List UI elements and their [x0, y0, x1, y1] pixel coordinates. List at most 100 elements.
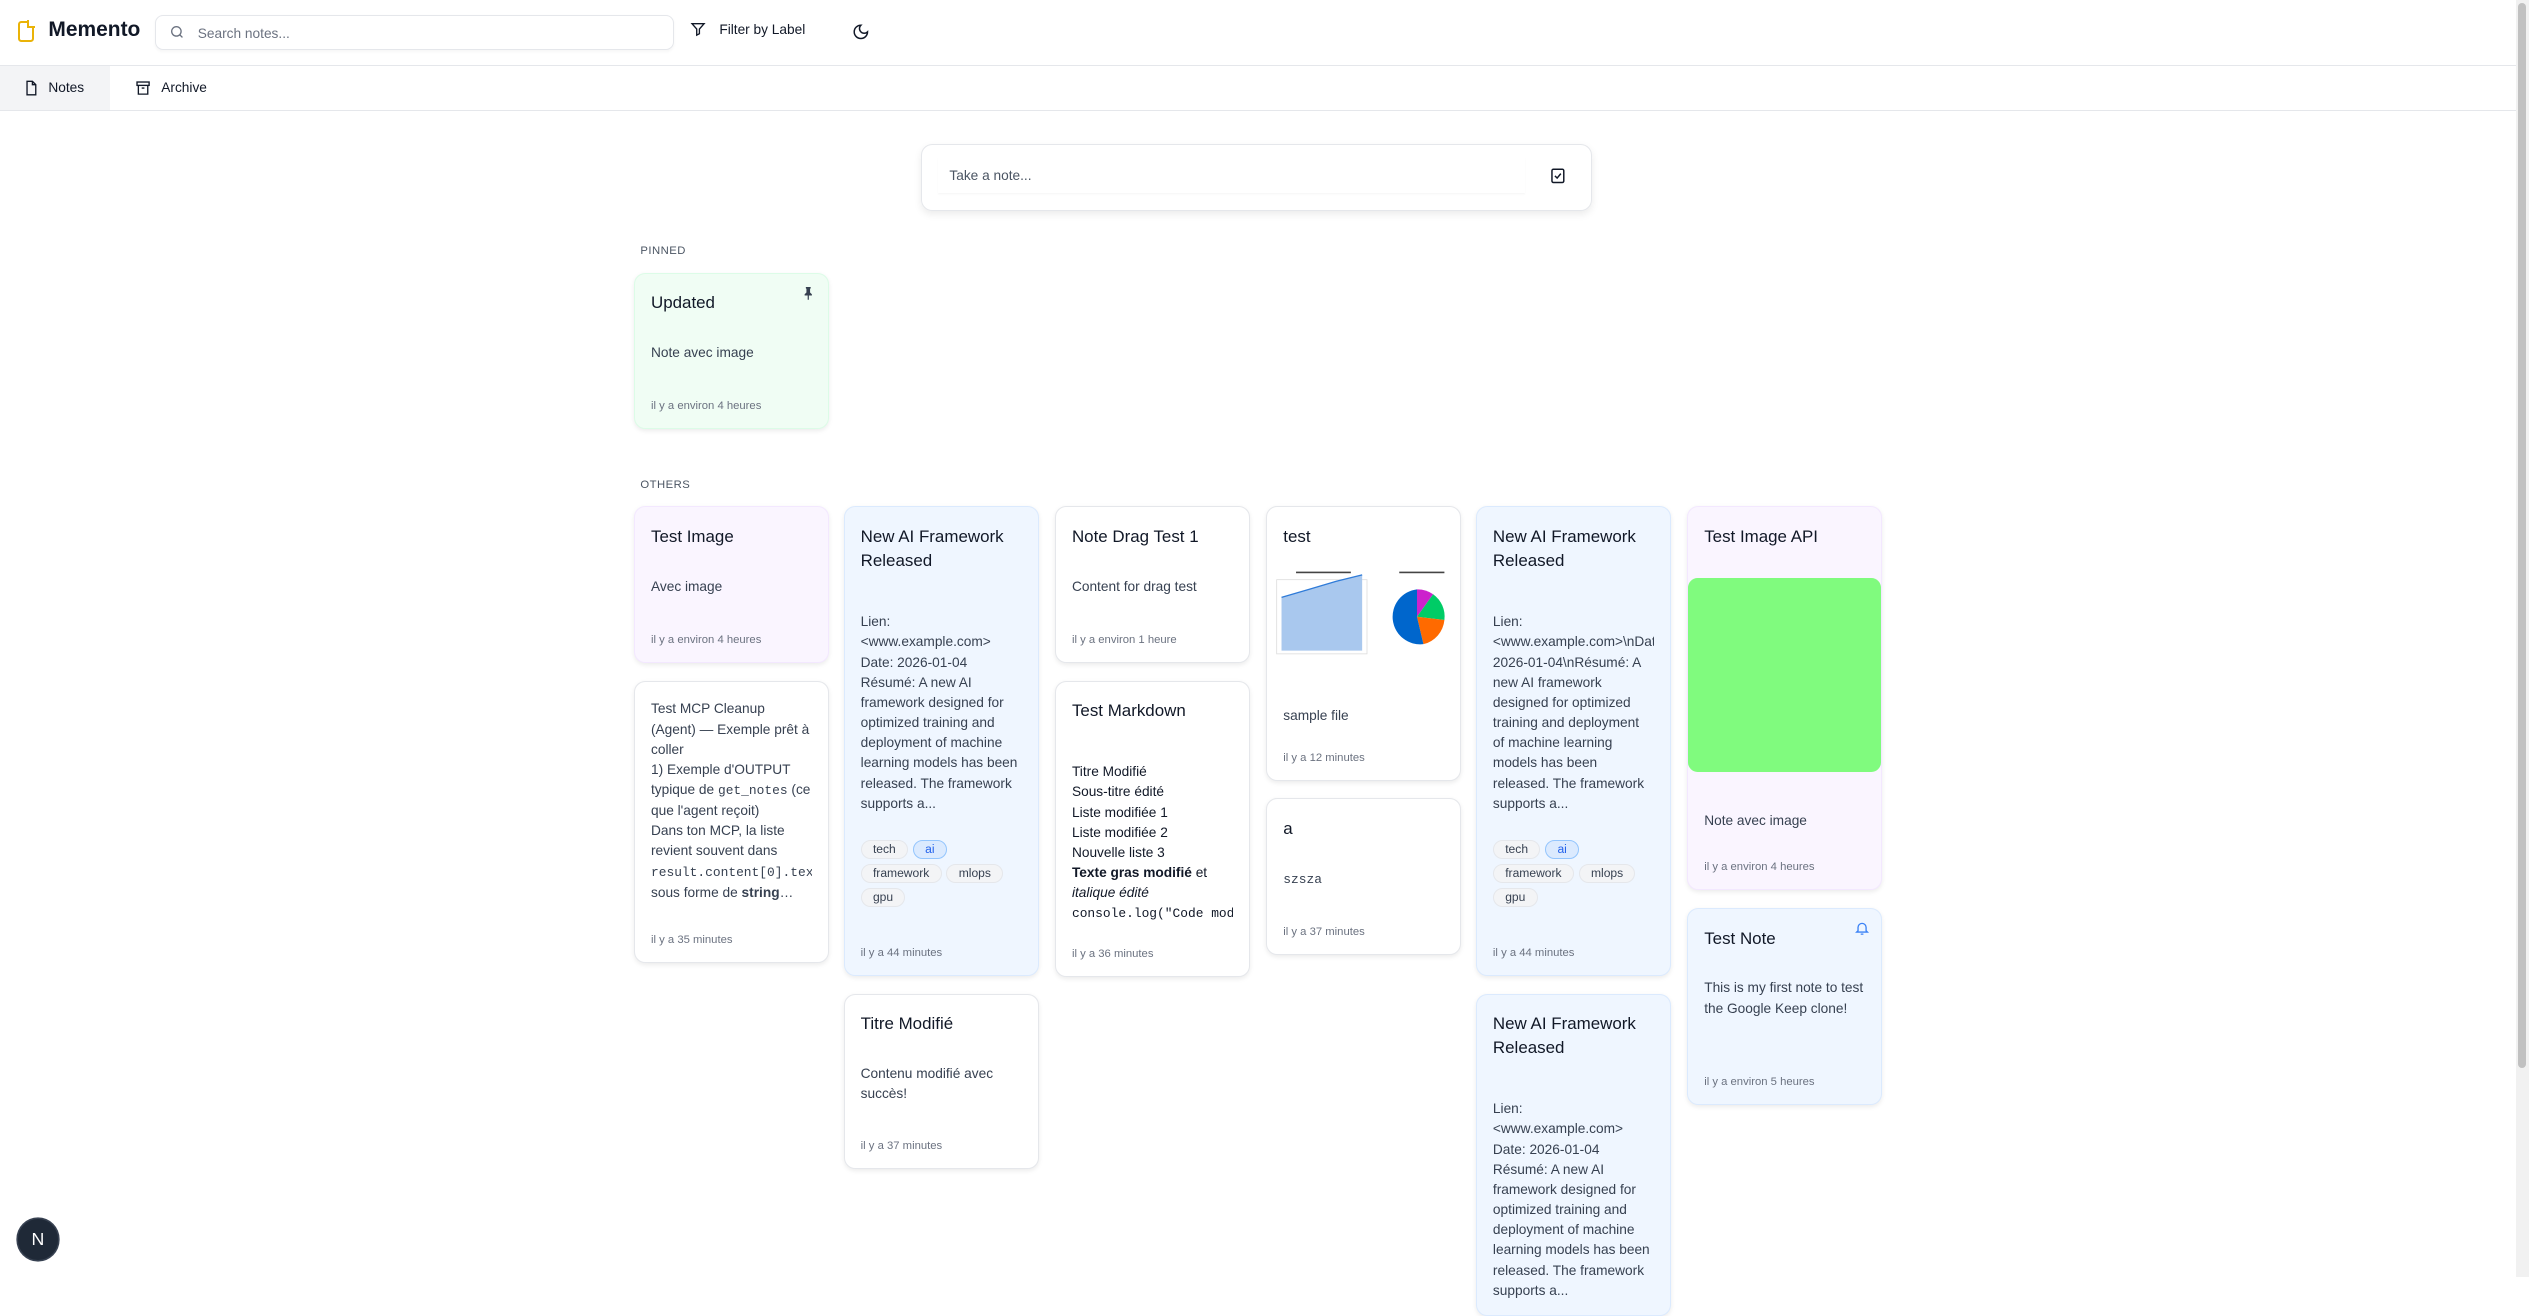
note-body: Content for drag test [1072, 577, 1233, 597]
search-icon [170, 25, 183, 38]
tab-notes[interactable]: Notes [0, 66, 110, 110]
pinned-notes: Updated Note avec image il y a environ 4 h… [633, 272, 830, 430]
tag-chip[interactable]: ai [1545, 839, 1580, 859]
others-section-label: OTHERS [640, 479, 691, 492]
note-timestamp: il y a 35 minutes [650, 933, 733, 946]
body-line: Lien: [1493, 1099, 1654, 1119]
note-body: Lien: <www.example.com>\nDate: 2026-01-0… [1493, 612, 1654, 814]
body-line: szsza [1283, 869, 1444, 890]
body-text: console.log("Code mod [1071, 906, 1233, 922]
note-title: Test Image [650, 527, 734, 547]
tag-chip[interactable]: ai [912, 839, 947, 859]
scrollbar-thumb[interactable] [2517, 3, 2526, 1068]
body-text: sous forme de [650, 884, 742, 900]
body-text: Lien: [860, 614, 891, 630]
body-text: Texte gras modifié [1071, 865, 1192, 881]
tab-label: Notes [48, 80, 85, 96]
note-card[interactable]: New AI Framework Released Lien: <www.exam… [1475, 506, 1671, 976]
pin-icon[interactable] [801, 285, 816, 301]
body-line: Date: 2026-01-04 [1493, 1140, 1654, 1160]
note-timestamp: il y a environ 4 heures [650, 399, 762, 412]
body-line: Sous-titre édité [1072, 782, 1233, 802]
body-text: Résumé: A new AI framework designed for … [1492, 1161, 1650, 1298]
bell-icon[interactable] [1854, 920, 1870, 936]
scrollbar[interactable] [2516, 0, 2529, 1278]
note-card[interactable]: a szsza il y a 37 minutes [1266, 798, 1462, 955]
note-timestamp: il y a environ 1 heure [1071, 633, 1177, 646]
note-card[interactable]: Test MCP Cleanup (Agent) — Exemple prêt … [633, 680, 830, 963]
note-card[interactable]: New AI Framework Released Lien: <www.examp… [1475, 993, 1671, 1316]
search-input[interactable] [194, 20, 653, 47]
note-timestamp: il y a environ 4 heures [650, 633, 762, 646]
dev-badge[interactable]: N [17, 1219, 59, 1260]
body-line: <www.example.com> [1493, 1119, 1654, 1139]
note-timestamp: il y a 44 minutes [860, 946, 943, 959]
moon-icon[interactable] [852, 23, 870, 41]
filter-label: Filter by Label [719, 21, 806, 37]
body-line: Texte gras modifié et [1072, 863, 1233, 883]
body-line: Résumé: A new AI framework designed for … [861, 673, 1022, 814]
body-line: Nouvelle liste 3 [1072, 843, 1233, 863]
note-title: Updated [650, 293, 715, 313]
note-timestamp: il y a 44 minutes [1492, 946, 1575, 959]
note-body: Note avec image [651, 343, 812, 363]
body-line: <www.example.com> [861, 632, 1022, 652]
body-line: Liste modifiée 2 [1072, 823, 1233, 843]
body-line: Lien: <www.example.com>\nDate: 2026-01-0… [1493, 612, 1654, 814]
note-title: Test Note [1704, 928, 1776, 948]
note-card[interactable]: Test Image Avec image il y a environ 4 heu… [633, 506, 830, 663]
note-card[interactable]: test sample file il y a 12 minutes [1266, 506, 1462, 781]
note-title: a [1283, 819, 1293, 839]
filter-by-label-button[interactable]: Filter by Label [690, 21, 805, 37]
tag-chip[interactable]: tech [1492, 839, 1541, 859]
tag-chip[interactable]: framework [1492, 863, 1574, 883]
note-title: Test Markdown [1071, 701, 1186, 721]
note-title: New AI Framework Released [1492, 527, 1636, 571]
body-text: Note avec image [1704, 812, 1807, 828]
note-body: Avec image [651, 577, 812, 597]
file-icon [25, 80, 37, 96]
body-line: Dans ton MCP, la liste revient souvent d… [651, 821, 812, 901]
note-card[interactable]: Test Markdown Titre Modifié Sous-titre édi… [1054, 680, 1250, 978]
body-text: sample file [1283, 708, 1349, 724]
app-title[interactable]: Memento [48, 17, 141, 41]
note-column: New AI Framework Released Lien: <www.examp… [843, 506, 1039, 1170]
checkbox-icon[interactable] [1549, 167, 1567, 185]
tag-chip[interactable]: gpu [1492, 887, 1538, 907]
note-image [1688, 578, 1882, 772]
body-text: (ce que l'agent reçoit) [650, 781, 811, 819]
note-column: Test Image API Note avec image il y a envi… [1687, 506, 1883, 1105]
body-text: Lien: <www.example.com>\nDate: 2026-01-0… [1492, 614, 1654, 811]
tag-chip[interactable]: mlops [1578, 863, 1636, 883]
search-box[interactable] [154, 14, 675, 50]
body-text: Résumé: A new AI framework designed for … [860, 674, 1018, 811]
body-text: Content for drag test [1071, 578, 1197, 594]
note-card[interactable]: Note Drag Test 1 Content for drag test il … [1054, 506, 1250, 663]
tag-chip[interactable]: framework [860, 863, 942, 883]
tab-archive[interactable]: Archive [113, 66, 230, 110]
tag-chip[interactable]: tech [860, 839, 909, 859]
body-line: Résumé: A new AI framework designed for … [1493, 1160, 1654, 1301]
note-card[interactable]: Titre Modifié Contenu modifié avec succès… [843, 993, 1039, 1170]
take-note-composer[interactable] [920, 143, 1592, 212]
tag-chip[interactable]: mlops [946, 863, 1004, 883]
body-text: Liste modifiée 1 [1071, 804, 1168, 820]
body-line: sample file [1283, 706, 1444, 726]
note-timestamp: il y a 37 minutes [860, 1140, 943, 1153]
take-note-input[interactable] [938, 157, 1526, 193]
body-line: Liste modifiée 1 [1072, 803, 1233, 823]
tag-chip[interactable]: gpu [860, 887, 906, 907]
note-card[interactable]: Test Image API Note avec image il y a envi… [1687, 506, 1883, 891]
body-line: italique édité [1072, 883, 1233, 903]
body-text: Liste modifiée 2 [1071, 824, 1168, 840]
note-column: New AI Framework Released Lien: <www.exam… [1475, 506, 1671, 1316]
note-card[interactable]: New AI Framework Released Lien: <www.examp… [843, 506, 1039, 976]
note-logo-icon [17, 19, 36, 42]
chart-thumbnail-image [1267, 570, 1460, 667]
note-body: Lien: <www.example.com> Date: 2026-01-04 Ré… [861, 612, 1022, 814]
body-line: 1) Exemple d'OUTPUT typique de get_notes… [651, 760, 812, 821]
body-text: szsza [1283, 871, 1322, 887]
note-card[interactable]: Test Note This is my first note to test t… [1687, 908, 1883, 1105]
body-text: Test MCP Cleanup (Agent) — Exemple prêt … [650, 701, 810, 757]
note-card[interactable]: Updated Note avec image il y a environ 4 h… [633, 272, 830, 430]
